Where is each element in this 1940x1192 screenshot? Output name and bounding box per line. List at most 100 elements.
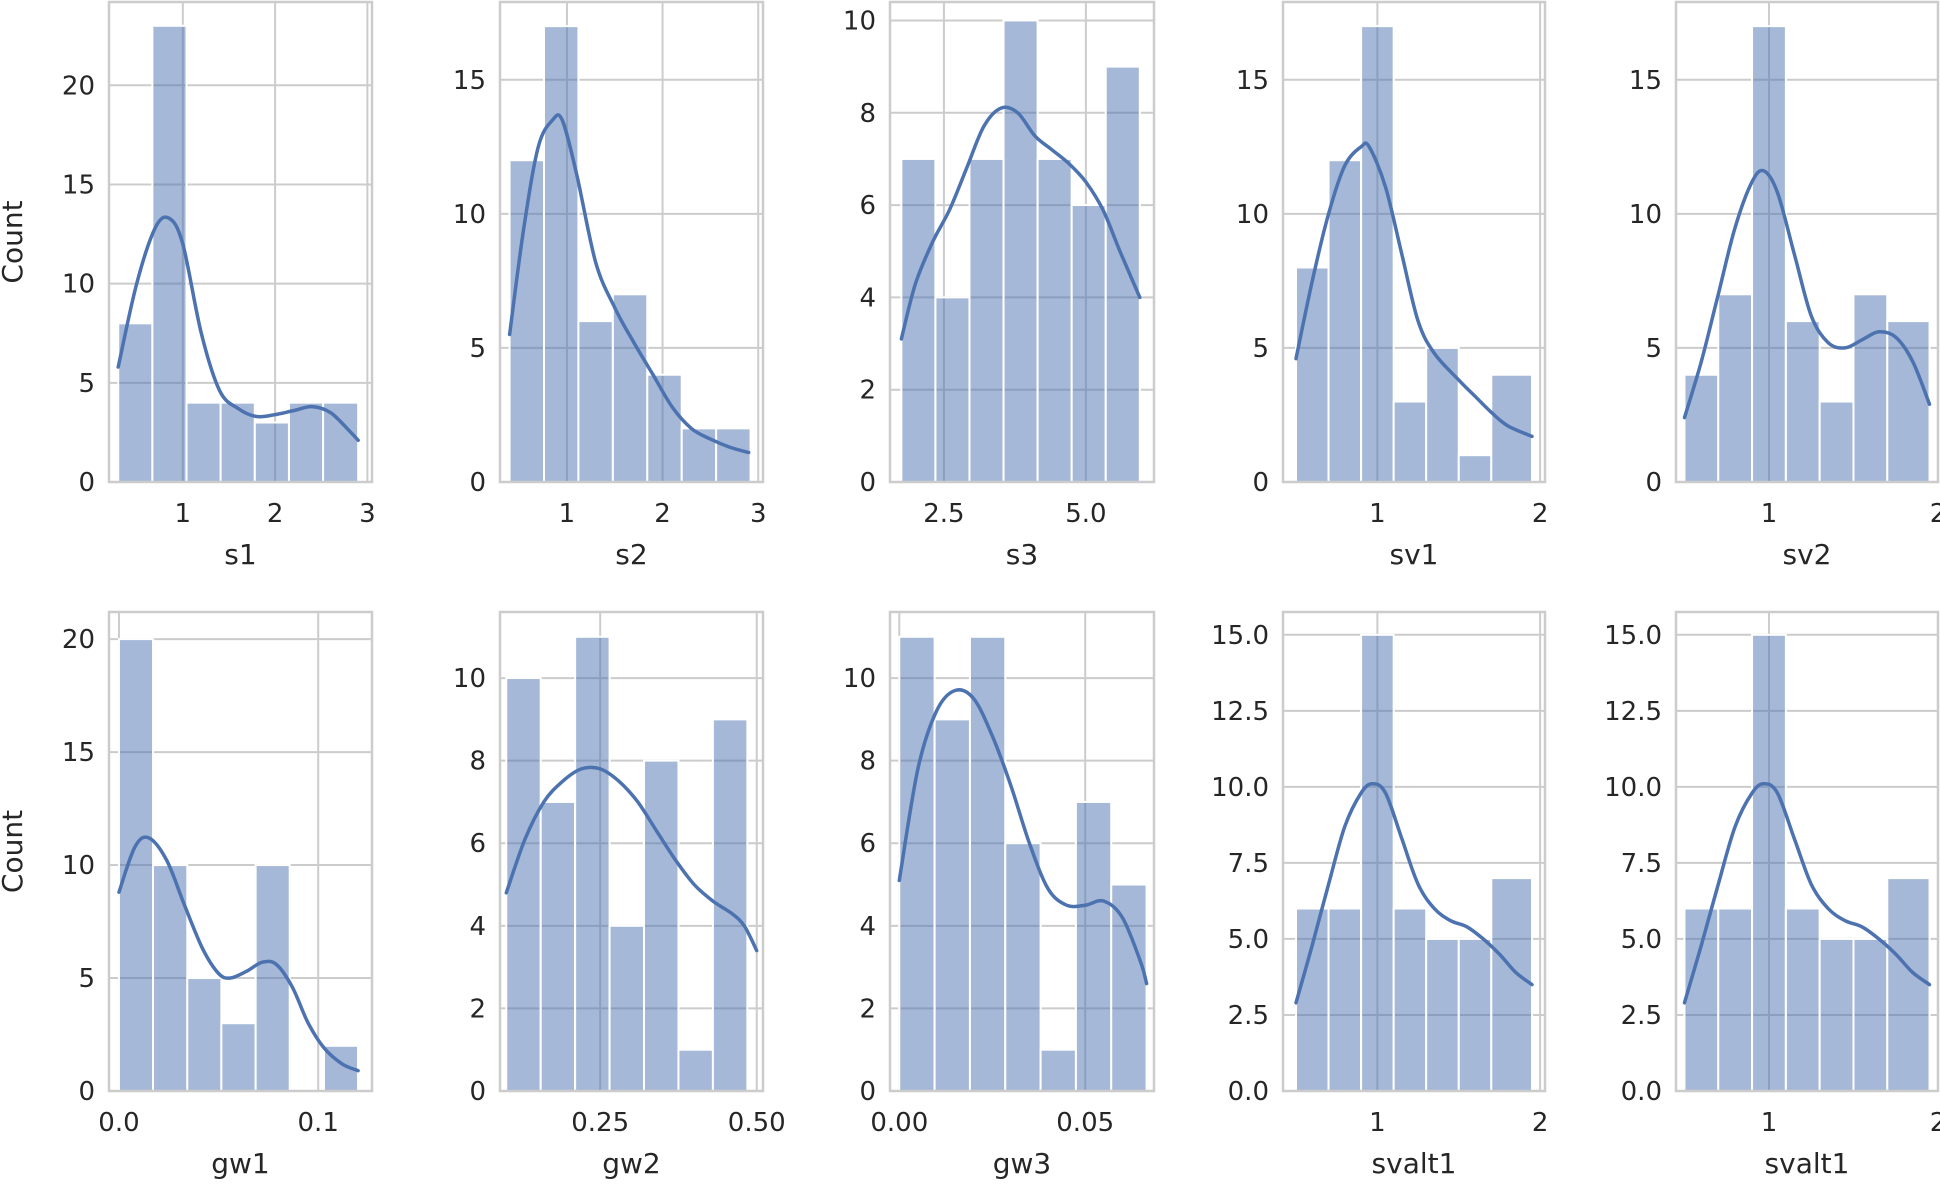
histogram-bar <box>898 635 936 1093</box>
histogram-bar <box>1784 907 1821 1092</box>
y-tick-label: 7.5 <box>1621 849 1662 879</box>
histogram-bar <box>220 1022 257 1092</box>
histogram-bar <box>1683 907 1720 1092</box>
histogram-bar <box>646 373 683 483</box>
y-tick-label: 4 <box>859 283 876 313</box>
kde-curve <box>1294 141 1534 439</box>
y-tick-label: 0.0 <box>1228 1077 1269 1107</box>
y-tick-label: 8 <box>859 747 876 777</box>
histogram-bar <box>151 24 188 483</box>
histogram-bar <box>1425 937 1460 1093</box>
x-axis-label: gw3 <box>993 1147 1052 1180</box>
histogram-bar <box>1818 937 1855 1093</box>
y-tick-label: 15.0 <box>1604 621 1662 651</box>
y-tick-label: 7.5 <box>1228 849 1269 879</box>
y-tick-label: 5 <box>78 369 95 399</box>
histogram-bar <box>539 800 577 1093</box>
axes-frame <box>1281 610 1547 1093</box>
y-tick-label: 20 <box>62 625 95 655</box>
y-tick-label: 0 <box>1252 468 1269 498</box>
y-tick-label: 10 <box>453 200 486 230</box>
y-tick-label: 6 <box>859 829 876 859</box>
y-tick-label: 0 <box>78 468 95 498</box>
histogram-bar <box>1295 907 1330 1092</box>
y-tick-label: 8 <box>859 99 876 129</box>
y-tick-label: 2 <box>859 376 876 406</box>
y-tick-label: 10 <box>843 664 876 694</box>
histogram-bar <box>322 401 360 484</box>
y-tick-label: 0.0 <box>1621 1077 1662 1107</box>
axes-frame <box>498 0 765 484</box>
histogram-bar <box>643 759 680 1092</box>
histogram-bar <box>1886 320 1931 483</box>
histogram-bar <box>1818 400 1855 483</box>
y-tick-label: 10.0 <box>1604 773 1662 803</box>
axes-frame <box>1674 610 1940 1093</box>
y-tick-label: 15 <box>62 170 95 200</box>
x-axis-label: svalt1 <box>1372 1147 1457 1180</box>
axes-frame <box>107 0 374 484</box>
histogram-bar <box>186 977 223 1093</box>
x-tick-label: 1 <box>1369 499 1386 529</box>
x-tick-label: 2.5 <box>923 499 964 529</box>
y-tick-label: 10 <box>843 6 876 36</box>
x-tick-label: 2 <box>267 499 284 529</box>
y-tick-label: 5 <box>1252 334 1269 364</box>
kde-curve <box>117 835 360 1073</box>
axes-frame <box>107 610 374 1093</box>
y-tick-label: 20 <box>62 71 95 101</box>
histogram-bar <box>1074 800 1113 1093</box>
y-axis-label: Count <box>0 810 29 893</box>
histogram-bar <box>185 401 222 484</box>
y-tick-label: 0 <box>469 1077 486 1107</box>
x-tick-label: 1 <box>1369 1108 1386 1138</box>
x-tick-label: 0.05 <box>1056 1108 1114 1138</box>
histogram-bar <box>680 427 718 483</box>
axes-frame <box>888 610 1156 1093</box>
histogram-panel-0: 0 5 10 15 20 1 2 3 s1 Count <box>0 0 376 571</box>
y-tick-label: 10 <box>1236 200 1269 230</box>
histogram-bar <box>1886 877 1931 1092</box>
histogram-bar <box>1751 633 1787 1092</box>
y-tick-label: 10.0 <box>1211 773 1269 803</box>
y-tick-label: 4 <box>469 912 486 942</box>
histogram-bar <box>1392 907 1428 1092</box>
x-tick-label: 2 <box>654 499 671 529</box>
x-tick-label: 1 <box>1761 1108 1778 1138</box>
y-tick-label: 0 <box>859 468 876 498</box>
histogram-bar <box>542 25 580 484</box>
histogram-bar <box>968 635 1007 1093</box>
histogram-bar <box>1295 266 1330 483</box>
x-axis-label: s3 <box>1006 538 1038 571</box>
histogram-panel-4: 0 5 10 15 1 2 sv2 <box>1629 0 1940 571</box>
y-tick-label: 15.0 <box>1211 621 1269 651</box>
axes-frame <box>888 0 1156 484</box>
y-tick-label: 5.0 <box>1621 925 1662 955</box>
x-axis-label: s1 <box>224 538 256 571</box>
histogram-bar <box>574 635 611 1093</box>
y-tick-label: 10 <box>62 851 95 881</box>
histogram-bar <box>968 157 1005 484</box>
x-axis-label: gw1 <box>211 1147 270 1180</box>
y-tick-label: 12.5 <box>1211 697 1269 727</box>
histogram-bar <box>1717 907 1754 1092</box>
x-tick-label: 0.50 <box>728 1108 786 1138</box>
histogram-panel-6: 0 2 4 6 8 10 0.25 0.50 gw2 <box>453 610 786 1180</box>
x-tick-label: 0.00 <box>870 1108 928 1138</box>
y-tick-label: 15 <box>1629 66 1662 96</box>
x-axis-label: svalt1 <box>1765 1147 1850 1180</box>
histogram-bar <box>608 924 646 1092</box>
x-tick-label: 2 <box>1930 1108 1940 1138</box>
y-tick-label: 5.0 <box>1228 925 1269 955</box>
y-tick-label: 0 <box>1645 468 1662 498</box>
x-tick-label: 0.0 <box>98 1108 139 1138</box>
histogram-bar <box>715 427 752 483</box>
y-tick-label: 0 <box>78 1077 95 1107</box>
y-tick-label: 10 <box>453 664 486 694</box>
x-tick-label: 5.0 <box>1065 499 1106 529</box>
x-tick-label: 1 <box>1761 499 1778 529</box>
y-tick-label: 4 <box>859 912 876 942</box>
histogram-bar <box>1490 877 1533 1092</box>
histogram-bar <box>1457 454 1493 483</box>
